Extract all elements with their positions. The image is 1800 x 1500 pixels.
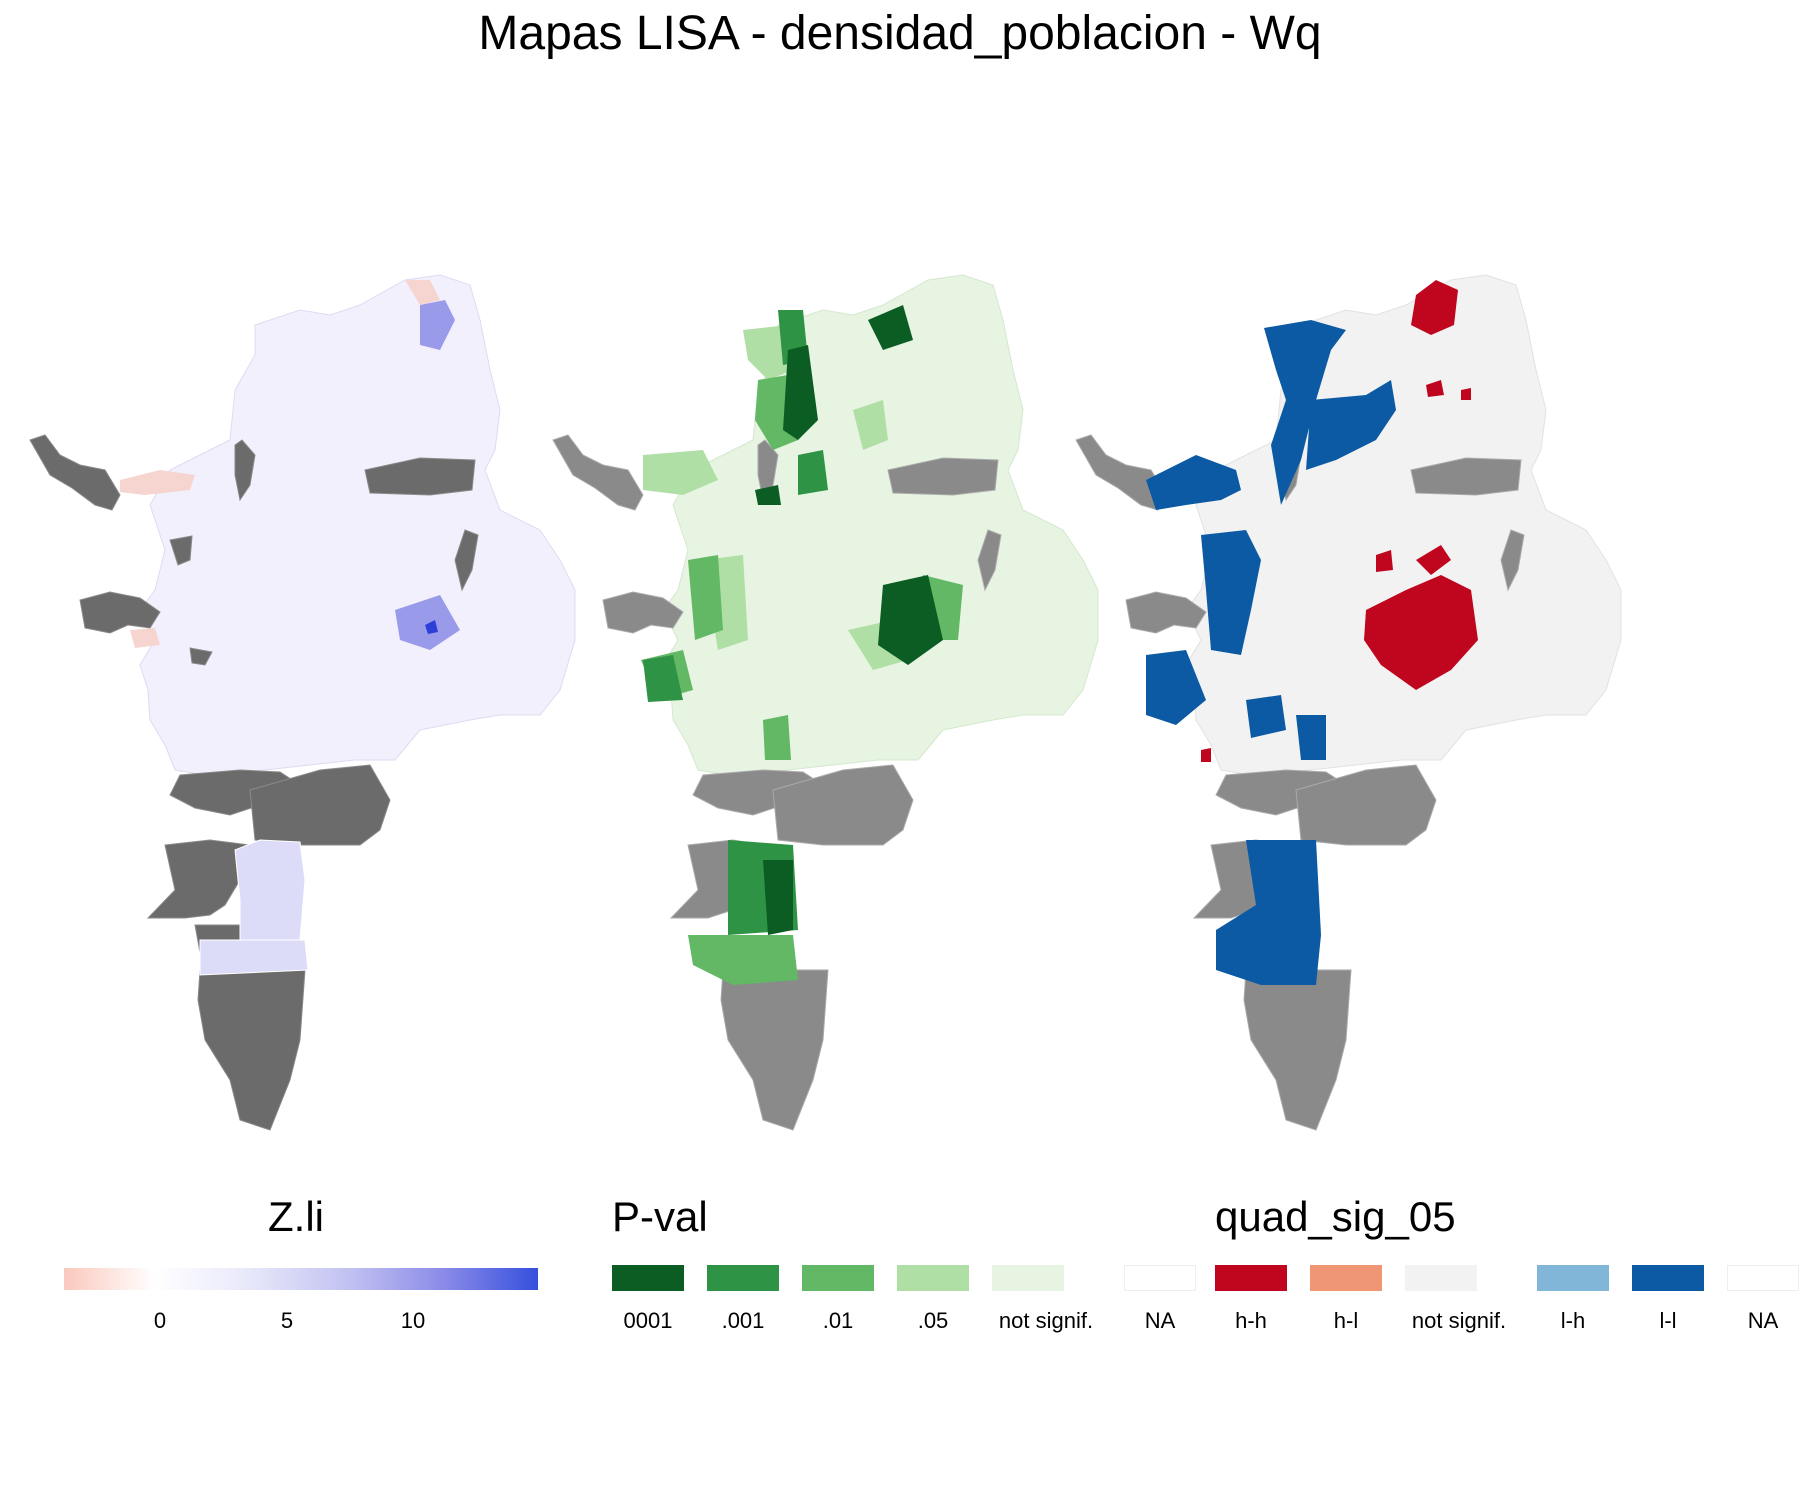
quad-swatch-hh [1215, 1265, 1287, 1291]
pval-swatch-01 [802, 1265, 874, 1291]
quad-label: not signif. [1411, 1308, 1507, 1333]
zli-tick-mark-0 [160, 1290, 161, 1295]
quad-swatch-na [1727, 1265, 1799, 1291]
quad-swatch-lh [1537, 1265, 1609, 1291]
zli-lavender-south [199, 839, 309, 976]
quad-swatch-not-signif [1405, 1265, 1477, 1291]
pval-label: .001 [721, 1308, 765, 1333]
legend-pval-title: P-val [612, 1193, 708, 1240]
zli-tick-label: 5 [280, 1308, 294, 1333]
pval-label: 0001 [623, 1308, 673, 1333]
quad-hh [1201, 280, 1478, 762]
quad-label: h-l [1333, 1308, 1359, 1333]
pval-swatch-05 [897, 1265, 969, 1291]
zli-tick-mark-10 [413, 1290, 414, 1295]
pval-0001 [755, 305, 943, 935]
zli-tick-label: 10 [400, 1308, 426, 1333]
pval-swatch-0001 [612, 1265, 684, 1291]
zli-tick-mark-5 [287, 1290, 288, 1295]
map-pval [552, 274, 1099, 1131]
quad-swatch-hl [1310, 1265, 1382, 1291]
zli-base [139, 274, 576, 776]
pval-base [662, 274, 1099, 776]
pval-swatch-na [1124, 1265, 1196, 1291]
zli-high-blocks [395, 300, 460, 650]
pval-swatch-not-signif [992, 1265, 1064, 1291]
legend-quad-title: quad_sig_05 [1215, 1193, 1456, 1240]
quad-label: h-h [1235, 1308, 1267, 1333]
pval-swatch-001 [707, 1265, 779, 1291]
page-title: Mapas LISA - densidad_poblacion - Wq [478, 7, 1322, 60]
pval-label: .01 [822, 1308, 854, 1333]
zli-colorbar [64, 1268, 538, 1290]
zli-tick-label: 0 [153, 1308, 167, 1333]
quad-swatch-ll [1632, 1265, 1704, 1291]
legend-zli-title: Z.li [268, 1193, 324, 1240]
quad-ll [1146, 320, 1396, 985]
zli-pink-blocks [120, 280, 440, 648]
pval-label: .05 [917, 1308, 949, 1333]
pval-label: not signif. [998, 1308, 1094, 1333]
quad-label: l-l [1659, 1308, 1677, 1333]
quad-label: l-h [1560, 1308, 1586, 1333]
pval-na-regions [552, 434, 1002, 1131]
map-quad [1075, 274, 1622, 1131]
map-zli [29, 274, 576, 1131]
pval-label: NA [1144, 1308, 1176, 1333]
quad-label: NA [1747, 1308, 1779, 1333]
